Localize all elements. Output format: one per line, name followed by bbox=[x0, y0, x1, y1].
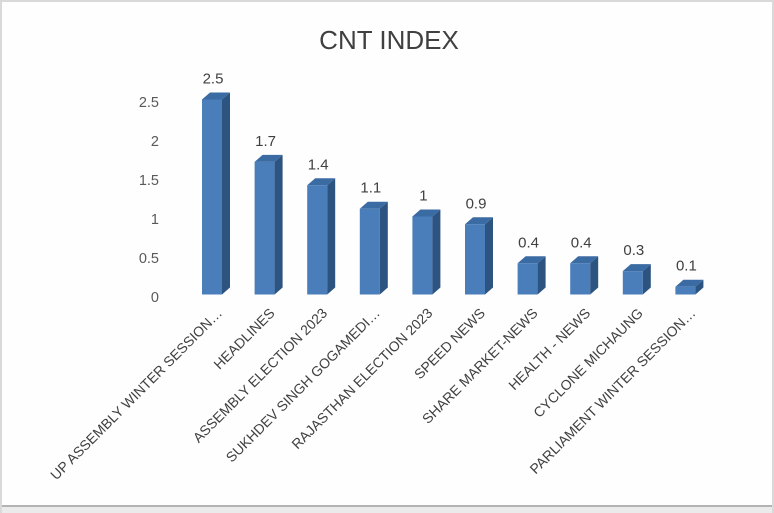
bar-side-face[interactable] bbox=[379, 201, 388, 295]
bar-side-face[interactable] bbox=[485, 217, 493, 295]
y-tick-label: 0.5 bbox=[139, 251, 159, 267]
bar-side-face[interactable] bbox=[590, 256, 599, 295]
bar-value-label: 1.4 bbox=[308, 156, 329, 173]
bar-front-face[interactable] bbox=[517, 263, 538, 295]
bar-side-face[interactable] bbox=[432, 209, 441, 295]
bar-value-label: 0.4 bbox=[518, 234, 539, 251]
bar-value-label: 0.1 bbox=[676, 258, 697, 275]
bar-front-face[interactable] bbox=[675, 286, 696, 295]
bar-front-face[interactable] bbox=[570, 263, 591, 295]
bar-front-face[interactable] bbox=[412, 216, 433, 295]
bar-value-label: 1.1 bbox=[360, 180, 381, 197]
bar-front-face[interactable] bbox=[254, 161, 275, 295]
bar-top-face[interactable] bbox=[517, 256, 546, 264]
bar-front-face[interactable] bbox=[622, 271, 643, 295]
y-tick-label: 1 bbox=[151, 212, 159, 228]
bar-side-face[interactable] bbox=[327, 178, 336, 295]
bar-top-face[interactable] bbox=[359, 201, 388, 209]
bar-top-face[interactable] bbox=[570, 256, 599, 264]
bar-value-label: 0.4 bbox=[571, 234, 592, 251]
bar-side-face[interactable] bbox=[274, 154, 283, 295]
bar-value-label: 0.9 bbox=[466, 195, 487, 212]
bar-top-face[interactable] bbox=[622, 264, 651, 272]
bar-top-face[interactable] bbox=[675, 279, 704, 287]
bar-value-label: 0.3 bbox=[623, 242, 644, 259]
bar-side-face[interactable] bbox=[695, 279, 704, 295]
bar-side-face[interactable] bbox=[222, 92, 230, 295]
x-category-label: UP ASSEMBLY WINTER SESSION… bbox=[47, 305, 225, 483]
bar-top-face[interactable] bbox=[254, 154, 283, 162]
bar-front-face[interactable] bbox=[307, 185, 328, 295]
bar-top-face[interactable] bbox=[412, 209, 441, 217]
chart-title: CNT INDEX bbox=[319, 25, 459, 55]
bar-value-label: 2.5 bbox=[203, 71, 224, 88]
window-bottom-edge bbox=[2, 505, 772, 507]
bar-top-face[interactable] bbox=[307, 178, 336, 186]
y-tick-label: 1.5 bbox=[139, 173, 159, 189]
bar-top-face[interactable] bbox=[202, 92, 230, 100]
bar-side-face[interactable] bbox=[537, 256, 546, 295]
bar-front-face[interactable] bbox=[359, 208, 380, 295]
bar-value-label: 1.7 bbox=[255, 133, 276, 150]
window-bottom-strip bbox=[2, 507, 772, 513]
bar-front-face[interactable] bbox=[202, 99, 222, 295]
bar-front-face[interactable] bbox=[465, 224, 485, 295]
bar-top-face[interactable] bbox=[465, 217, 493, 225]
y-tick-label: 2 bbox=[151, 134, 159, 150]
bar-side-face[interactable] bbox=[642, 264, 651, 295]
bar-value-label: 1 bbox=[419, 188, 427, 205]
y-tick-label: 0 bbox=[151, 290, 159, 306]
y-tick-label: 2.5 bbox=[139, 95, 159, 111]
